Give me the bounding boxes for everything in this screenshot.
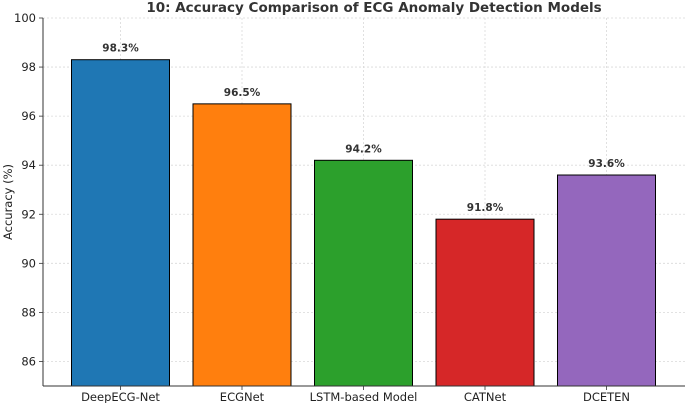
bar-deepecg-net xyxy=(71,59,170,387)
x-tick-label: LSTM-based Model xyxy=(310,390,418,403)
y-axis-label: Accuracy (%) xyxy=(1,164,15,240)
y-tick-label: 88 xyxy=(21,305,36,319)
x-tick-label: DCETEN xyxy=(583,390,630,403)
x-tick-label: DeepECG-Net xyxy=(81,390,160,403)
x-tick-label: CATNet xyxy=(464,390,507,403)
bars xyxy=(71,59,656,387)
tick-labels: 86 88 90 92 94 96 98 100 DeepECG-Net ECGNet LSTM-b… xyxy=(14,11,630,403)
data-label: 96.5% xyxy=(224,87,261,99)
bar-ecgnet xyxy=(192,103,292,387)
y-tick-label: 100 xyxy=(14,11,36,25)
y-tick-label: 96 xyxy=(21,109,36,123)
axes xyxy=(39,17,685,390)
data-labels: 98.3% 96.5% 94.2% 91.8% 93.6% xyxy=(102,43,625,214)
data-label: 91.8% xyxy=(467,202,504,214)
y-tick-label: 86 xyxy=(21,354,36,368)
data-label: 93.6% xyxy=(588,158,625,170)
bar-lstm-based-model xyxy=(314,159,413,387)
bar-dceten xyxy=(557,174,656,387)
x-tick-label: ECGNet xyxy=(220,390,265,403)
y-tick-label: 92 xyxy=(21,207,36,221)
y-tick-label: 94 xyxy=(21,158,36,172)
bar-catnet xyxy=(435,218,535,387)
y-tick-label: 90 xyxy=(21,256,36,270)
chart-title: 10: Accuracy Comparison of ECG Anomaly D… xyxy=(146,0,601,16)
y-tick-label: 98 xyxy=(21,60,36,74)
data-label: 94.2% xyxy=(345,143,382,155)
data-label: 98.3% xyxy=(102,43,139,55)
